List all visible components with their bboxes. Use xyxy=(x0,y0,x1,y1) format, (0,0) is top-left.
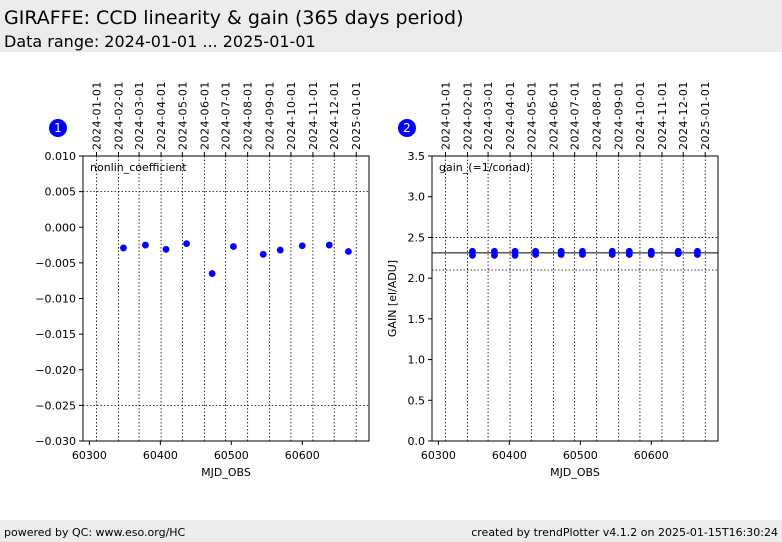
series-label: gain_(=1/conad) xyxy=(439,161,530,174)
data-point xyxy=(298,242,306,250)
month-tick-label: 2024-09-01 xyxy=(613,81,626,150)
data-point xyxy=(532,247,540,255)
month-tick-label: 2024-02-01 xyxy=(112,81,125,150)
data-point xyxy=(491,247,498,255)
data-point xyxy=(325,241,333,249)
data-point xyxy=(230,243,237,250)
page-title: GIRAFFE: CCD linearity & gain (365 days … xyxy=(4,7,464,29)
month-tick-label: 2024-03-01 xyxy=(133,81,146,150)
month-tick-label: 2024-01-01 xyxy=(439,81,452,150)
x-axis-label: MJD_OBS xyxy=(201,466,251,479)
y-tick-label: −0.025 xyxy=(35,399,76,412)
data-point xyxy=(183,240,191,248)
y-tick-label: 0.000 xyxy=(45,221,77,234)
chart-1: 2024-01-01 2024-02-01 2024-03-01 2024-04-01… xyxy=(35,81,370,479)
month-tick-label: 2024-12-01 xyxy=(677,81,690,150)
y-tick-label: 2.0 xyxy=(408,272,426,285)
footer-created-by: created by trendPlotter v4.1.2 on 2025-0… xyxy=(471,526,778,539)
y-tick-label: −0.010 xyxy=(35,293,76,306)
y-tick-label: −0.020 xyxy=(35,364,76,377)
month-tick-label: 2024-07-01 xyxy=(569,81,582,150)
data-point xyxy=(120,244,127,252)
data-point xyxy=(259,250,267,258)
y-tick-label: 1.5 xyxy=(408,313,426,326)
x-tick-label: 60600 xyxy=(285,449,320,462)
month-tick-label: 2024-04-01 xyxy=(504,81,517,150)
data-point xyxy=(557,247,565,255)
month-tick-label: 2024-08-01 xyxy=(242,81,255,150)
month-tick-label: 2024-05-01 xyxy=(525,81,538,150)
data-point xyxy=(511,247,519,255)
x-tick-label: 60300 xyxy=(421,449,456,462)
month-tick-label: 2024-07-01 xyxy=(220,81,233,150)
badge-number: 1 xyxy=(54,121,62,135)
data-point xyxy=(276,246,284,254)
data-point xyxy=(608,247,616,255)
data-point xyxy=(579,247,586,255)
month-tick-label: 2025-01-01 xyxy=(350,81,363,150)
month-tick-label: 2024-12-01 xyxy=(328,81,341,150)
badge-number: 2 xyxy=(403,121,411,135)
month-tick-label: 2024-01-01 xyxy=(90,81,103,150)
data-point xyxy=(625,247,633,255)
data-point xyxy=(674,247,682,255)
plot-frame xyxy=(431,155,719,442)
data-point xyxy=(469,247,476,255)
data-point xyxy=(208,270,216,277)
badge-circle xyxy=(49,119,67,137)
y-tick-label: 2.5 xyxy=(408,231,426,244)
y-tick-label: 0.005 xyxy=(45,186,77,199)
month-tick-label: 2024-08-01 xyxy=(591,81,604,150)
month-tick-label: 2024-03-01 xyxy=(482,81,495,150)
y-tick-label: 1.0 xyxy=(408,354,426,367)
y-tick-label: −0.015 xyxy=(35,328,76,341)
month-tick-label: 2024-11-01 xyxy=(307,81,320,150)
data-point xyxy=(162,245,170,253)
month-tick-label: 2024-10-01 xyxy=(285,81,298,150)
footer: powered by QC: www.eso.org/HC created by… xyxy=(0,520,782,542)
x-tick-label: 60400 xyxy=(492,449,527,462)
month-tick-label: 2024-04-01 xyxy=(155,81,168,150)
x-tick-label: 60500 xyxy=(563,449,598,462)
y-tick-label: −0.005 xyxy=(35,257,76,270)
data-point xyxy=(345,248,352,255)
x-tick-label: 60300 xyxy=(72,449,107,462)
y-tick-label: 0.5 xyxy=(408,394,426,407)
y-tick-label: 0.010 xyxy=(45,150,77,163)
y-tick-label: 3.5 xyxy=(408,150,426,163)
data-range: Data range: 2024-01-01 ... 2025-01-01 xyxy=(4,32,316,51)
x-tick-label: 60600 xyxy=(634,449,669,462)
plots-canvas: 2024-01-01 2024-02-01 2024-03-01 2024-04-01… xyxy=(35,81,719,479)
y-tick-label: 3.0 xyxy=(408,191,426,204)
month-tick-label: 2024-05-01 xyxy=(176,81,189,150)
series-label: nonlin_coefficient xyxy=(90,161,187,174)
data-point xyxy=(142,241,149,249)
badge-circle xyxy=(398,119,416,137)
month-tick-label: 2024-02-01 xyxy=(461,81,474,150)
x-axis-label: MJD_OBS xyxy=(550,466,600,479)
y-tick-label: 0.0 xyxy=(408,435,426,448)
month-tick-label: 2024-10-01 xyxy=(634,81,647,150)
footer-powered-by: powered by QC: www.eso.org/HC xyxy=(4,526,186,539)
month-tick-label: 2024-11-01 xyxy=(656,81,669,150)
y-axis-label: GAIN [el/ADU] xyxy=(386,260,399,337)
month-tick-label: 2024-06-01 xyxy=(547,81,560,150)
chart-2: 2024-01-01 2024-02-01 2024-03-01 2024-04-01… xyxy=(386,81,719,479)
x-tick-label: 60500 xyxy=(214,449,249,462)
y-tick-label: −0.030 xyxy=(35,435,76,448)
data-point xyxy=(694,247,701,255)
month-tick-label: 2024-09-01 xyxy=(264,81,277,150)
month-tick-label: 2025-01-01 xyxy=(699,81,712,150)
x-tick-label: 60400 xyxy=(143,449,178,462)
header: GIRAFFE: CCD linearity & gain (365 days … xyxy=(0,0,782,52)
month-tick-label: 2024-06-01 xyxy=(198,81,211,150)
data-point xyxy=(647,247,655,255)
